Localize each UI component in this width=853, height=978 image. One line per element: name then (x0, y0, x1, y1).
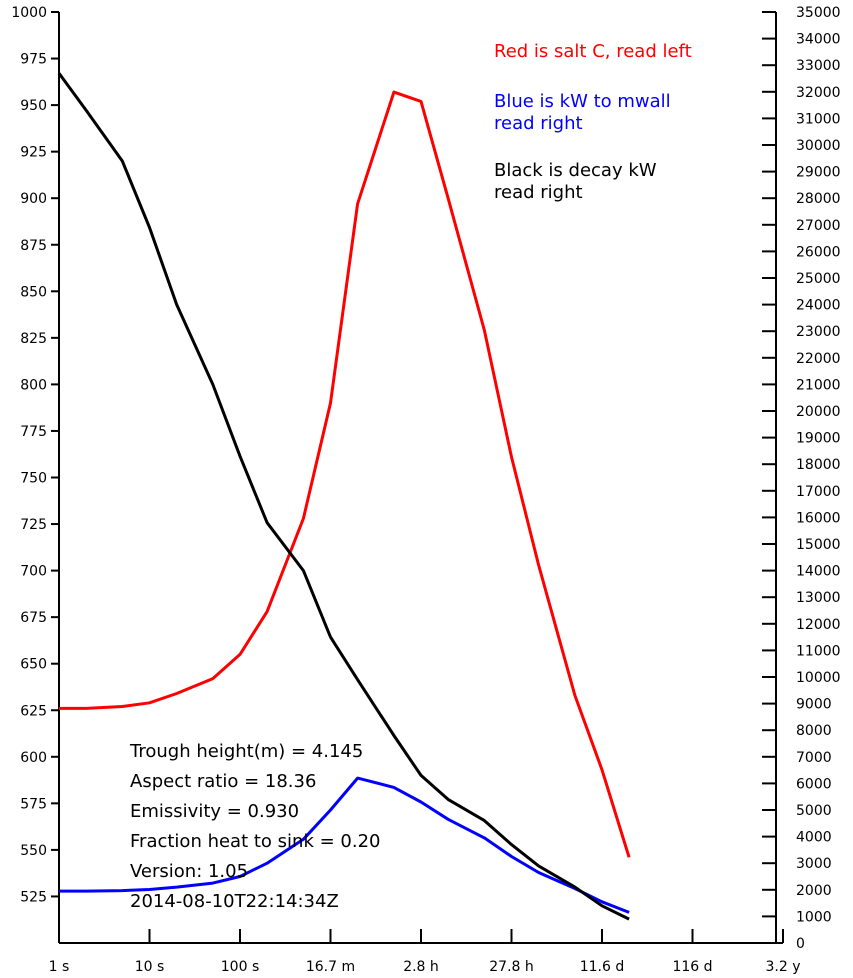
right-tick-label: 32000 (796, 85, 841, 101)
right-tick-label: 30000 (796, 138, 841, 154)
right-tick-label: 29000 (796, 165, 841, 181)
right-tick-label: 10000 (796, 670, 841, 686)
x-tick-label: 16.7 m (306, 959, 355, 975)
right-tick-label: 14000 (796, 564, 841, 580)
x-tick-label: 11.6 d (580, 959, 625, 975)
right-tick-label: 34000 (796, 32, 841, 48)
right-tick-label: 5000 (796, 803, 832, 819)
right-tick-label: 12000 (796, 617, 841, 633)
right-tick-label: 20000 (796, 404, 841, 420)
left-tick-label: 825 (20, 331, 47, 347)
left-tick-label: 650 (20, 657, 47, 673)
legend-note: read right (494, 113, 583, 134)
bottom-axis: 1 s 10 s 100 s 16.7 m 2.8 h 27.8 h 11.6 d 116 d… (49, 929, 801, 975)
left-tick-label: 600 (20, 750, 47, 766)
legend-note: read right (494, 182, 583, 203)
x-tick-label: 3.2 y (766, 959, 801, 975)
right-tick-label: 13000 (796, 590, 841, 606)
left-tick-label: 800 (20, 377, 47, 393)
series-layer (57, 72, 631, 921)
right-tick-label: 21000 (796, 377, 841, 393)
right-tick-label: 31000 (796, 111, 841, 127)
right-tick-label: 9000 (796, 697, 832, 713)
right-tick-label: 3000 (796, 856, 832, 872)
right-tick-label: 19000 (796, 431, 841, 447)
right-tick-label: 8000 (796, 723, 832, 739)
left-tick-label: 625 (20, 703, 47, 719)
left-tick-label: 575 (20, 796, 47, 812)
right-tick-label: 2000 (796, 883, 832, 899)
x-tick-label: 27.8 h (489, 959, 534, 975)
legend-note: Black is decay kW (494, 160, 657, 181)
left-tick-label: 775 (20, 424, 47, 440)
annotation-line: 2014-08-10T22:14:34Z (130, 891, 339, 912)
right-tick-label: 16000 (796, 510, 841, 526)
x-tick-label: 10 s (135, 959, 165, 975)
x-tick-label: 2.8 h (403, 959, 439, 975)
right-tick-label: 23000 (796, 324, 841, 340)
left-tick-label: 675 (20, 610, 47, 626)
left-tick-label: 525 (20, 889, 47, 905)
right-tick-label: 6000 (796, 776, 832, 792)
right-tick-label: 7000 (796, 750, 832, 766)
right-tick-label: 15000 (796, 537, 841, 553)
right-tick-label: 4000 (796, 830, 832, 846)
left-tick-label: 950 (20, 98, 47, 114)
right-tick-label: 17000 (796, 484, 841, 500)
annotation-line: Emissivity = 0.930 (130, 801, 299, 822)
annotation-line: Trough height(m) = 4.145 (129, 741, 363, 762)
left-tick-label: 850 (20, 284, 47, 300)
x-tick-label: 100 s (221, 959, 259, 975)
left-tick-label: 875 (20, 238, 47, 254)
x-tick-label: 116 d (672, 959, 712, 975)
legend: Red is salt C, read left Blue is kW to mw… (494, 41, 692, 203)
decay-power-line (57, 72, 630, 921)
x-tick-label: 1 s (49, 959, 70, 975)
right-tick-label: 26000 (796, 244, 841, 260)
right-tick-label: 25000 (796, 271, 841, 287)
left-tick-label: 750 (20, 471, 47, 487)
left-tick-label: 975 (20, 52, 47, 68)
left-tick-label: 925 (20, 145, 47, 161)
left-tick-label: 900 (20, 191, 47, 207)
right-tick-label: 0 (796, 936, 805, 952)
salt-temperature-line (59, 90, 631, 858)
right-tick-label: 22000 (796, 351, 841, 367)
right-tick-label: 27000 (796, 218, 841, 234)
left-tick-label: 725 (20, 517, 47, 533)
left-axis: 525 550 575 600 625 650 675 700 725 750 775 800 825 8… (11, 5, 60, 943)
annotations: Trough height(m) = 4.145 Aspect ratio = 1… (129, 741, 380, 912)
wall-power-line (59, 776, 630, 914)
left-tick-label: 550 (20, 843, 47, 859)
right-tick-label: 24000 (796, 298, 841, 314)
annotation-line: Aspect ratio = 18.36 (130, 771, 316, 792)
right-tick-label: 18000 (796, 457, 841, 473)
annotation-line: Version: 1.05 (130, 861, 248, 882)
right-tick-label: 1000 (796, 909, 832, 925)
left-tick-label: 1000 (11, 5, 47, 21)
right-tick-label: 11000 (796, 643, 841, 659)
legend-note: Blue is kW to mwall (494, 91, 671, 112)
right-axis: 0 1000 2000 3000 4000 5000 6000 7000 8000 9000 100… (762, 5, 841, 952)
right-tick-label: 28000 (796, 191, 841, 207)
right-tick-label: 35000 (796, 5, 841, 21)
annotation-line: Fraction heat to sink = 0.20 (130, 831, 380, 852)
left-tick-label: 700 (20, 564, 47, 580)
right-tick-label: 33000 (796, 58, 841, 74)
legend-note: Red is salt C, read left (494, 41, 692, 62)
